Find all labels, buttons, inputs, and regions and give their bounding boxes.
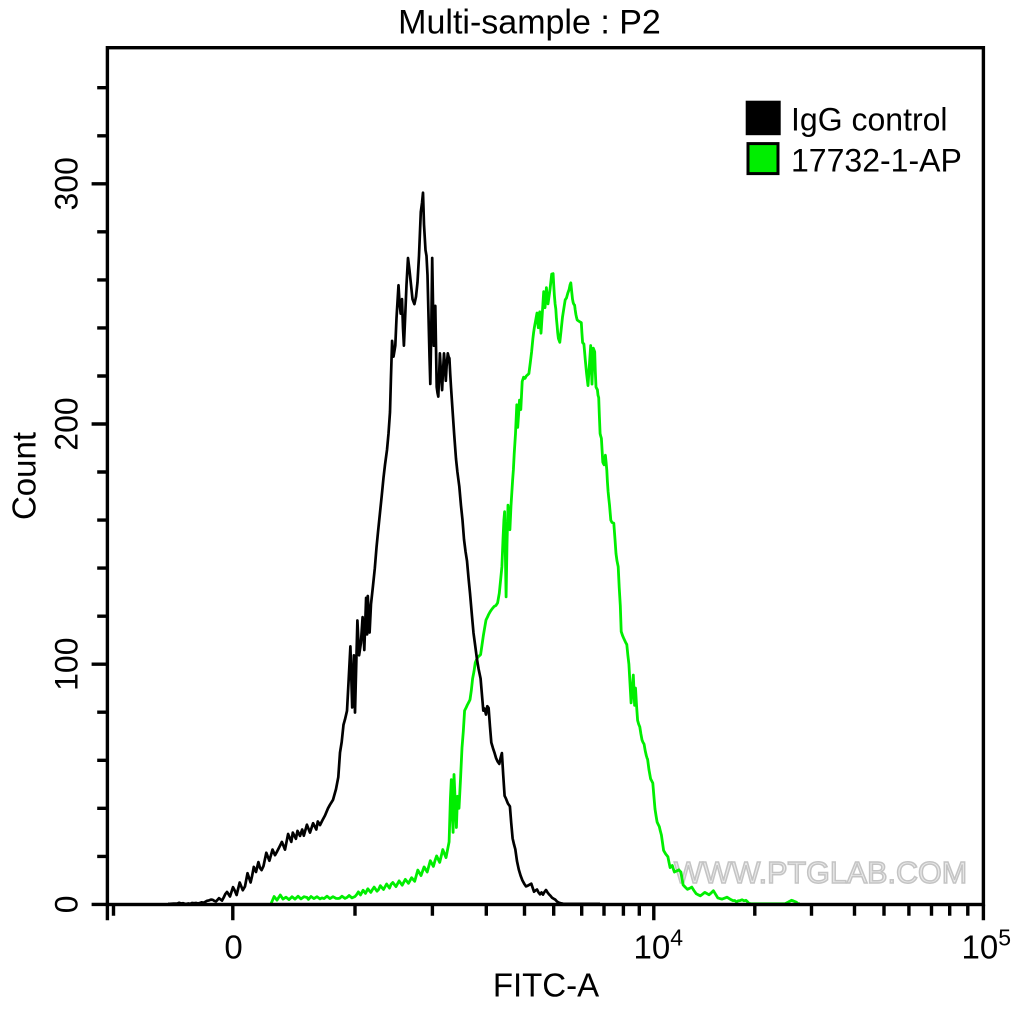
svg-text:Count: Count (6, 432, 43, 520)
svg-text:300: 300 (48, 157, 84, 210)
svg-text:Multi-sample : P2: Multi-sample : P2 (398, 4, 661, 42)
svg-text:0: 0 (224, 929, 242, 966)
svg-text:WWW.PTGLAB.COM: WWW.PTGLAB.COM (674, 856, 967, 890)
svg-text:200: 200 (48, 397, 84, 450)
svg-text:100: 100 (48, 638, 84, 691)
svg-text:FITC-A: FITC-A (493, 967, 599, 1004)
svg-text:IgG control: IgG control (791, 102, 948, 138)
svg-text:17732-1-AP: 17732-1-AP (791, 142, 962, 178)
svg-text:0: 0 (48, 896, 84, 914)
